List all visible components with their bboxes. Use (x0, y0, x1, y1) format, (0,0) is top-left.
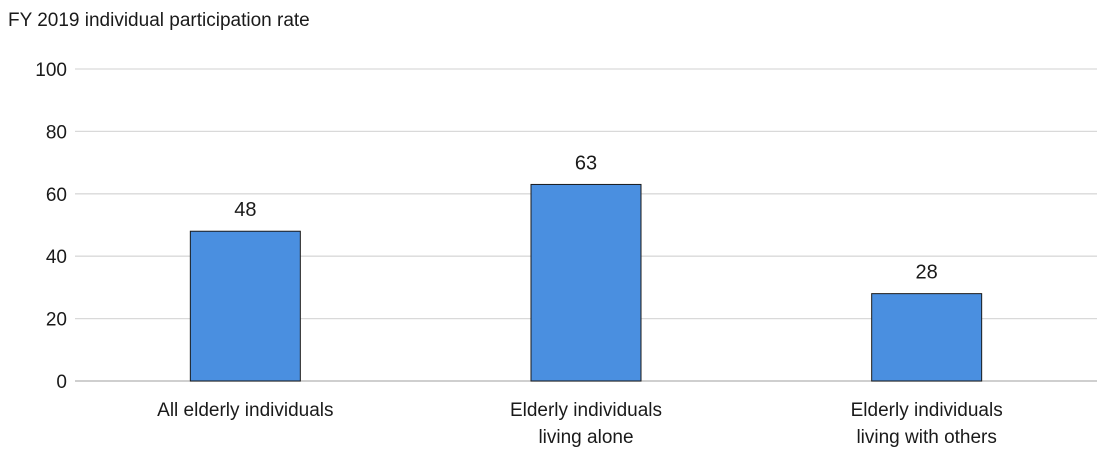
y-tick-label-100: 100 (35, 60, 67, 81)
y-tick-label-60: 60 (46, 185, 67, 206)
category-label-3-line-1: Elderly individuals (851, 400, 1003, 421)
x-axis-category-labels: All elderly individuals Elderly individua… (157, 400, 1003, 448)
y-axis-tick-labels: 0 20 40 60 80 100 (35, 60, 67, 393)
y-tick-label-20: 20 (46, 310, 67, 331)
data-label-1: 48 (234, 199, 256, 221)
data-label-2: 63 (575, 152, 597, 174)
bar-2 (530, 183, 642, 382)
category-label-2-line-1: Elderly individuals (510, 400, 662, 421)
bar-3 (871, 293, 983, 382)
category-label-3-line-2: living with others (856, 427, 996, 448)
y-tick-label-80: 80 (46, 122, 67, 143)
data-label-3: 28 (916, 262, 938, 284)
bar-1 (189, 230, 301, 382)
bars (189, 183, 983, 382)
data-labels: 48 63 28 (234, 152, 938, 283)
chart-title: FY 2019 individual participation rate (8, 10, 310, 31)
category-label-2-line-2: living alone (538, 427, 633, 448)
y-tick-label-0: 0 (56, 372, 67, 393)
y-tick-label-40: 40 (46, 247, 67, 268)
category-label-1-line-1: All elderly individuals (157, 400, 333, 421)
